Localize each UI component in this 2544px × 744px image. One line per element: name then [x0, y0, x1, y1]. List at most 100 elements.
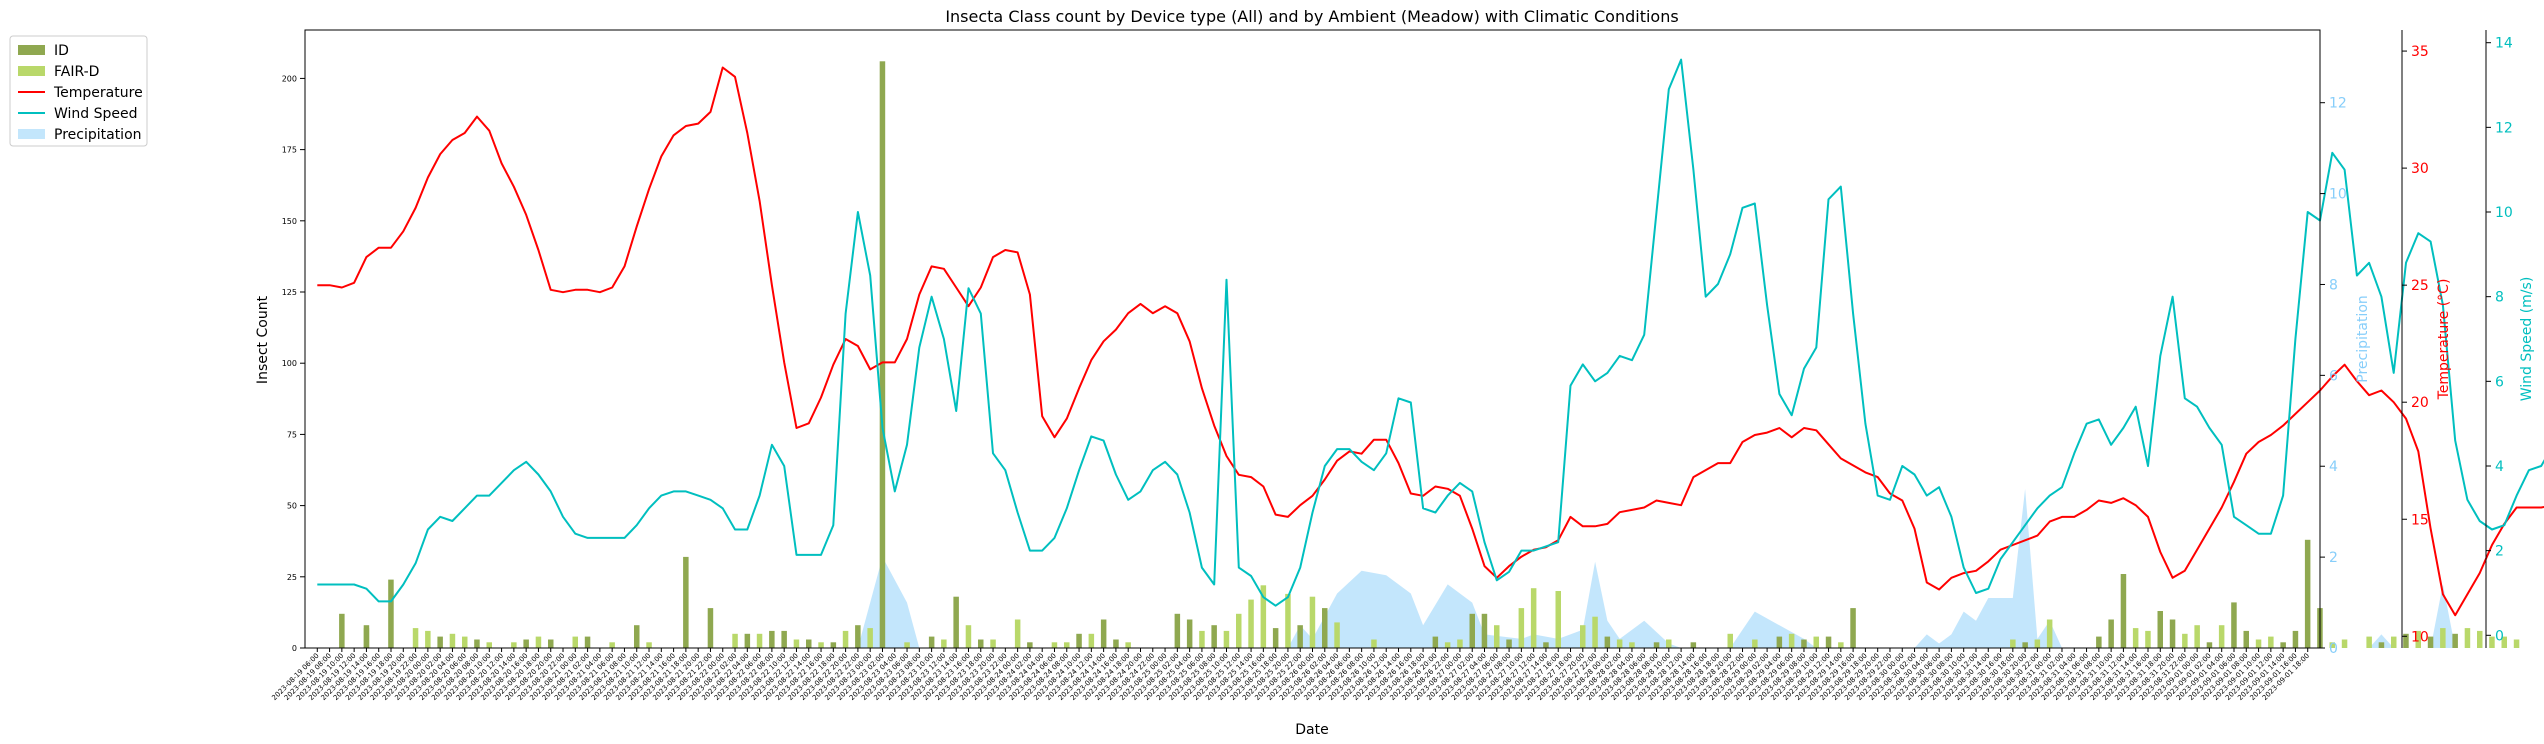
- fair-d-bar: [2255, 639, 2262, 648]
- id-bar: [1186, 619, 1193, 648]
- fair-d-bar: [1236, 613, 1242, 648]
- fair-d-bar: [2046, 619, 2053, 648]
- id-bar: [1850, 608, 1856, 648]
- fair-d-bar: [2366, 636, 2372, 648]
- temperature-axis-label: Temperature (°C): [2436, 279, 2452, 401]
- fair-d-bar: [412, 628, 419, 648]
- legend-label: Wind Speed: [54, 106, 138, 122]
- id-bar: [1543, 642, 1549, 648]
- id-bar: [2403, 633, 2409, 648]
- id-bar: [2022, 642, 2028, 648]
- temperature-axis-tick-label: 35: [2411, 44, 2429, 60]
- id-bar: [855, 625, 861, 648]
- id-bar: [1211, 625, 1217, 648]
- fair-d-bar: [1088, 633, 1095, 648]
- id-bar: [781, 630, 787, 648]
- fair-d-bar: [1051, 642, 1058, 648]
- id-bar: [1653, 642, 1660, 648]
- wind-speed-line: [317, 58, 2544, 607]
- id-bar: [1297, 625, 1303, 648]
- fair-d-bar: [2329, 642, 2335, 648]
- left-axis-tick-label: 50: [287, 502, 297, 511]
- fair-d-bar: [1530, 588, 1537, 648]
- id-bar: [928, 636, 935, 648]
- precipitation-axis-tick-label: 4: [2329, 459, 2338, 475]
- id-bar: [2206, 642, 2213, 648]
- legend-label: FAIR-D: [54, 64, 99, 80]
- fair-d-bar: [1666, 639, 1672, 648]
- axes-layer: 0255075100125150175200024681012Precipita…: [270, 29, 2535, 702]
- precipitation-axis-tick-label: 6: [2329, 368, 2338, 384]
- legend: ID FAIR-D Temperature Wind Speed Precipitati…: [9, 35, 148, 147]
- wind-axis-tick-label: 12: [2495, 120, 2513, 136]
- id-bar: [437, 636, 443, 648]
- id-bar: [1481, 613, 1488, 648]
- id-bar: [2108, 619, 2114, 648]
- fair-d-bar: [2182, 633, 2188, 648]
- id-bar: [1322, 608, 1328, 648]
- left-axis-tick-label: 0: [292, 644, 297, 653]
- id-bar: [2452, 633, 2458, 648]
- fair-d-bar: [793, 639, 800, 648]
- id-bar: [2427, 636, 2434, 648]
- fair-d-bar: [1334, 622, 1340, 648]
- fair-d-bar: [609, 642, 615, 648]
- fair-d-bar: [818, 642, 824, 648]
- left-axis-tick-label: 150: [282, 217, 297, 226]
- precipitation-axis-tick-label: 12: [2329, 96, 2347, 112]
- fair-d-bar: [1199, 630, 1205, 648]
- wind-axis-tick-label: 8: [2495, 290, 2504, 306]
- id-bar: [2169, 619, 2176, 648]
- bar-layer: [339, 61, 2520, 649]
- fair-d-bar: [646, 642, 652, 648]
- wind-axis-tick-label: 14: [2495, 36, 2513, 52]
- left-axis-tick-label: 100: [282, 359, 297, 368]
- precipitation-axis-tick-label: 0: [2329, 641, 2338, 657]
- fair-d-bar: [1014, 619, 1021, 648]
- fair-d-bar: [2391, 636, 2397, 648]
- temperature-axis-tick-label: 30: [2411, 161, 2429, 177]
- fair-d-bar: [1592, 616, 1598, 648]
- fair-d-bar: [462, 636, 468, 648]
- id-bar: [339, 613, 345, 648]
- y-axis-label: Insect Count: [255, 295, 271, 384]
- wind-axis-tick-label: 6: [2495, 374, 2504, 390]
- temperature-axis-tick-label: 20: [2411, 395, 2429, 411]
- id-bar: [1027, 642, 1033, 648]
- legend-label: Precipitation: [54, 127, 142, 143]
- fair-d-bar: [1248, 599, 1254, 648]
- fair-d-bar: [2034, 639, 2041, 648]
- fair-d-bar: [1223, 630, 1230, 648]
- legend-box: [9, 35, 148, 147]
- id-bar: [707, 608, 714, 648]
- fair-d-bar: [1309, 596, 1316, 648]
- left-axis-tick-label: 25: [287, 573, 297, 582]
- id-bar: [2096, 636, 2102, 648]
- id-bar: [806, 639, 812, 648]
- fair-d-bar: [2145, 630, 2151, 648]
- id-bar: [2120, 574, 2127, 648]
- fair-d-bar: [965, 625, 972, 648]
- left-axis-tick-label: 125: [282, 288, 297, 297]
- fair-d-bar: [2513, 639, 2520, 648]
- fair-d-bar: [2268, 636, 2274, 648]
- fair-d-bar: [990, 639, 996, 648]
- fair-d-bar: [2501, 636, 2507, 648]
- fair-d-bar: [1838, 642, 1844, 648]
- chart-title: Insecta Class count by Device type (All)…: [945, 7, 1678, 26]
- wind-axis-label: Wind Speed (m/s): [2519, 277, 2535, 402]
- id-bar: [1690, 642, 1697, 648]
- x-axis-label: Date: [1295, 722, 1328, 738]
- fair-d-bar: [2415, 630, 2421, 648]
- fair-d-bar: [2010, 639, 2016, 648]
- fair-d-bar: [1260, 585, 1267, 648]
- legend-swatch: [18, 66, 45, 76]
- id-bar: [1113, 639, 1119, 648]
- id-bar: [1801, 639, 1807, 648]
- id-bar: [1469, 613, 1475, 648]
- legend-swatch: [18, 45, 45, 55]
- id-bar: [634, 625, 640, 648]
